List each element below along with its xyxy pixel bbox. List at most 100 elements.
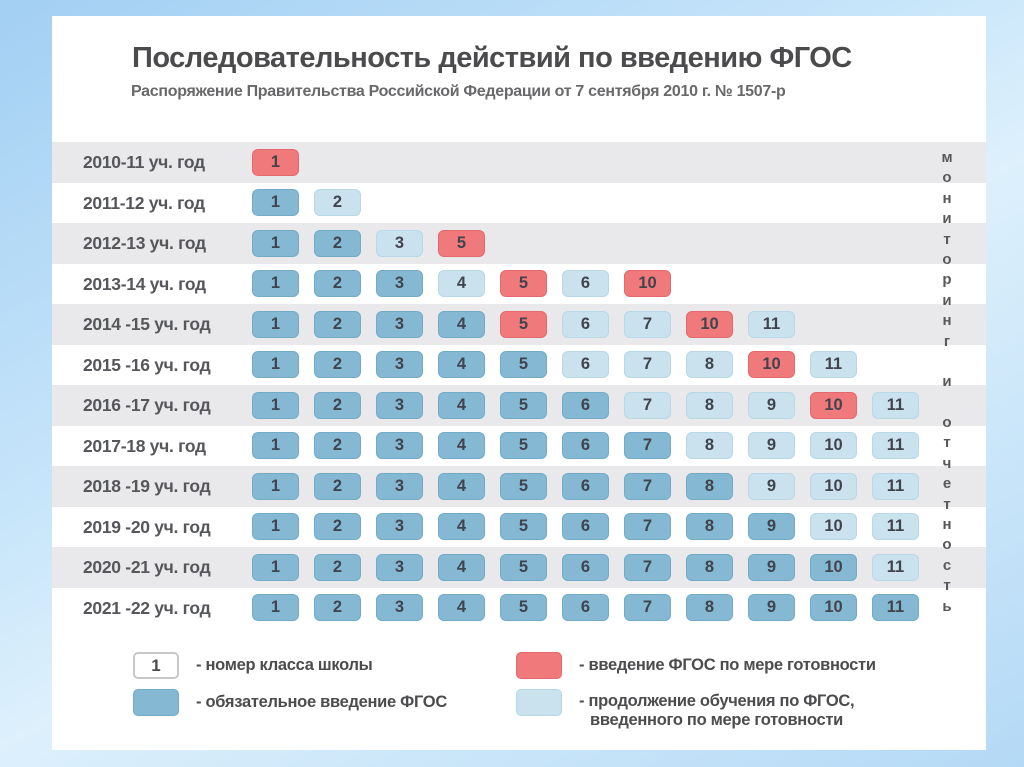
grade-cell-mandatory: 2 — [314, 432, 361, 459]
grade-cell-mandatory: 1 — [252, 351, 299, 378]
grade-cell-mandatory: 2 — [314, 270, 361, 297]
grade-cell-mandatory: 2 — [314, 553, 361, 581]
grade-cell-mandatory: 9 — [748, 513, 795, 540]
timeline-row: 2013-14 уч. год 1 2 3 4 5 6 10 — [52, 263, 986, 304]
legend-item-grade-number: 1 - номер класса школы — [133, 652, 447, 679]
row-year-label: 2012-13 уч. год — [83, 233, 206, 253]
vertical-label-char: ь — [942, 597, 952, 615]
grade-cell-mandatory: 7 — [624, 432, 671, 459]
grade-cell-continuation: 6 — [562, 270, 609, 297]
legend-label-continuation-line1: - продолжение обучения по ФГОС, — [579, 692, 855, 710]
legend-left-column: 1 - номер класса школы - обязательное вв… — [133, 652, 447, 716]
grade-cell-continuation: 7 — [624, 310, 671, 338]
grade-cell-readiness: 10 — [624, 270, 671, 297]
row-year-label: 2017-18 уч. год — [83, 435, 206, 456]
vertical-label-char: т — [943, 495, 951, 513]
grade-cell-continuation: 4 — [438, 270, 485, 297]
grade-cell-mandatory: 3 — [376, 553, 423, 581]
vertical-label-char: т — [943, 577, 951, 595]
row-year-label: 2015 -16 уч. год — [83, 354, 211, 375]
grade-cell-continuation: 8 — [686, 432, 733, 459]
grade-cell-mandatory: 5 — [500, 391, 547, 419]
grade-cell-continuation: 11 — [872, 391, 919, 419]
legend-item-mandatory: - обязательное введение ФГОС — [133, 689, 447, 716]
legend-item-readiness: - введение ФГОС по мере готовности — [516, 652, 876, 679]
grade-cell-mandatory: 3 — [376, 594, 423, 621]
grade-cell-continuation: 11 — [872, 432, 919, 459]
grade-cell-mandatory: 1 — [252, 553, 299, 581]
vertical-label-char: м — [941, 149, 953, 166]
grade-cell-mandatory: 1 — [252, 189, 299, 216]
vertical-label-char: и — [942, 210, 952, 228]
grade-cell-mandatory: 7 — [624, 472, 671, 500]
grade-cell-readiness: 10 — [810, 391, 857, 419]
grade-cell-continuation: 11 — [810, 351, 857, 378]
grade-cell-mandatory: 2 — [314, 229, 361, 257]
grade-cell-mandatory: 2 — [314, 391, 361, 419]
timeline-row: 2012-13 уч. год 1 2 3 5 — [52, 223, 986, 264]
grade-cell-mandatory: 2 — [314, 513, 361, 540]
timeline-row: 2014 -15 уч. год 1 2 3 4 5 6 7 10 11 — [52, 304, 986, 345]
grade-cell-mandatory: 3 — [376, 270, 423, 297]
vertical-label-char: о — [942, 250, 952, 268]
vertical-label-char: о — [942, 414, 952, 432]
grade-cell-mandatory: 1 — [252, 472, 299, 500]
legend-right-column: - введение ФГОС по мере готовности - про… — [516, 652, 876, 730]
vertical-label-char: т — [943, 230, 951, 248]
grade-cell-mandatory: 1 — [252, 432, 299, 459]
grade-cell-readiness: 5 — [438, 229, 485, 257]
grade-cell-mandatory: 6 — [562, 391, 609, 419]
grade-cell-mandatory: 4 — [438, 432, 485, 459]
grade-cell-mandatory: 4 — [438, 472, 485, 500]
fgos-timeline-table: 2010-11 уч. год 1 2011-12 уч. год 1 2 2012-13… — [52, 142, 986, 628]
grade-cell-mandatory: 10 — [810, 594, 857, 621]
grade-cell-continuation: 11 — [872, 553, 919, 581]
timeline-row: 2021 -22 уч. год 1 2 3 4 5 6 7 8 9 10 11 — [52, 587, 986, 628]
vertical-label-char: н — [942, 189, 952, 207]
grade-cell-mandatory: 1 — [252, 594, 299, 621]
grade-cell-mandatory: 7 — [624, 513, 671, 540]
row-year-label: 2011-12 уч. год — [83, 192, 205, 213]
grade-cell-mandatory: 5 — [500, 351, 547, 378]
grade-cell-continuation: 3 — [376, 229, 423, 257]
legend-label-readiness: - введение ФГОС по мере готовности — [579, 656, 876, 674]
page-title: Последовательность действий по введению … — [132, 42, 852, 74]
grade-cell-mandatory: 4 — [438, 351, 485, 378]
timeline-row: 2010-11 уч. год 1 — [52, 142, 986, 183]
legend-item-continuation: - продолжение обучения по ФГОС, введенно… — [516, 689, 876, 730]
grade-cell-mandatory: 7 — [624, 553, 671, 581]
grade-cell-mandatory: 9 — [748, 594, 795, 621]
grade-cell-continuation: 8 — [686, 351, 733, 378]
grade-cell-continuation: 9 — [748, 432, 795, 459]
grade-cell-mandatory: 3 — [376, 432, 423, 459]
grade-number-swatch: 1 — [133, 652, 179, 679]
grade-cell-mandatory: 1 — [252, 229, 299, 257]
grade-cell-mandatory: 2 — [314, 594, 361, 621]
grade-cell-mandatory: 8 — [686, 472, 733, 500]
grade-cell-continuation: 9 — [748, 391, 795, 419]
row-year-label: 2020 -21 уч. год — [83, 557, 211, 577]
grade-cell-mandatory: 8 — [686, 594, 733, 621]
grade-cell-mandatory: 4 — [438, 513, 485, 540]
row-year-label: 2021 -22 уч. год — [83, 597, 211, 618]
legend-label-grade-number: - номер класса школы — [196, 656, 373, 674]
grade-cell-mandatory: 2 — [314, 310, 361, 338]
grade-cell-mandatory: 6 — [562, 432, 609, 459]
row-year-label: 2018 -19 уч. год — [83, 476, 211, 496]
vertical-label-char: е — [942, 475, 952, 493]
grade-cell-continuation: 11 — [872, 472, 919, 500]
timeline-row: 2016 -17 уч. год 1 2 3 4 5 6 7 8 9 10 11 — [52, 385, 986, 426]
grade-cell-mandatory: 3 — [376, 391, 423, 419]
grade-cell-mandatory: 1 — [252, 513, 299, 540]
grade-cell-continuation: 7 — [624, 391, 671, 419]
grade-cell-mandatory: 5 — [500, 513, 547, 540]
grade-cell-mandatory: 4 — [438, 594, 485, 621]
grade-cell-mandatory: 6 — [562, 553, 609, 581]
vertical-label-char: т — [943, 434, 951, 452]
grade-cell-readiness: 1 — [252, 148, 299, 176]
grade-cell-mandatory: 5 — [500, 472, 547, 500]
grade-cell-mandatory: 2 — [314, 351, 361, 378]
grade-cell-mandatory: 3 — [376, 472, 423, 500]
